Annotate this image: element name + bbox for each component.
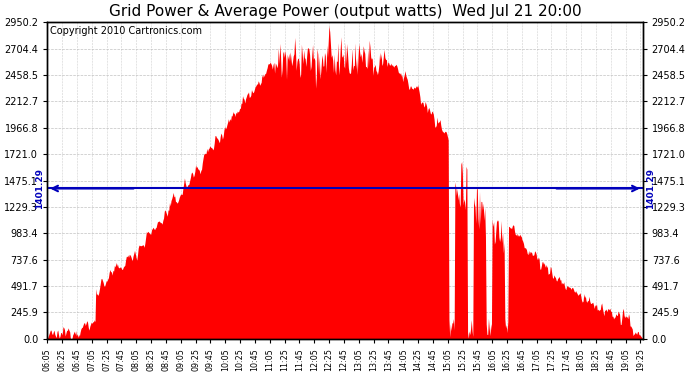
Text: 1401.29: 1401.29 bbox=[35, 168, 44, 209]
Title: Grid Power & Average Power (output watts)  Wed Jul 21 20:00: Grid Power & Average Power (output watts… bbox=[109, 4, 581, 19]
Text: 1401.29: 1401.29 bbox=[646, 168, 655, 209]
Text: Copyright 2010 Cartronics.com: Copyright 2010 Cartronics.com bbox=[50, 27, 202, 36]
